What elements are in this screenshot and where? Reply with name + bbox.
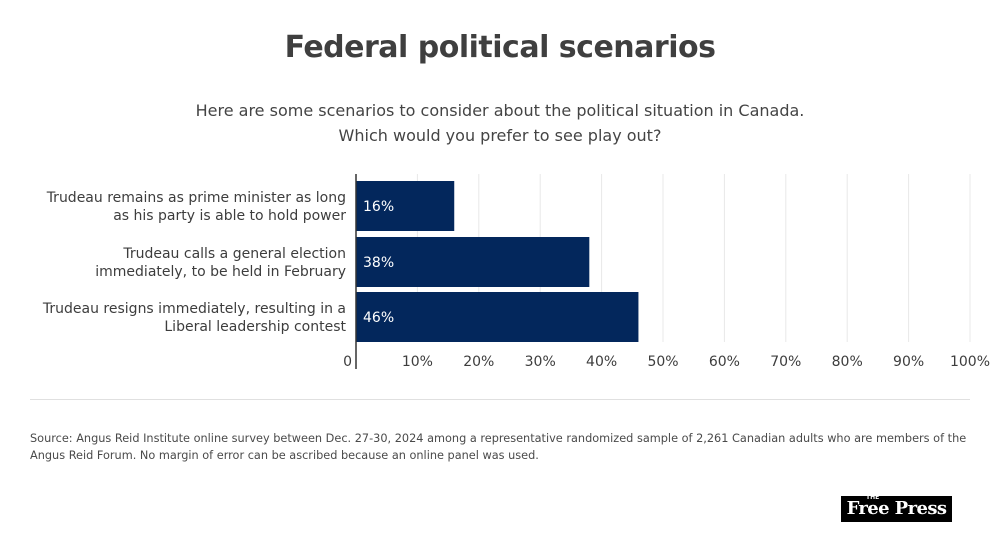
x-tick-label-60: 60% <box>709 354 740 370</box>
data-label-1: 16% <box>363 199 394 215</box>
category-label-1-line-1: Trudeau remains as prime minister as lon… <box>46 190 346 206</box>
x-tick-label-50: 50% <box>647 354 678 370</box>
logo-text: Free Press <box>846 498 947 519</box>
chart-subtitle: Here are some scenarios to consider abou… <box>0 98 1000 148</box>
footer-divider <box>30 399 970 400</box>
bar-3 <box>356 292 639 342</box>
free-press-logo: THE Free Press <box>841 494 952 522</box>
category-label-3-line-2: Liberal leadership contest <box>164 319 346 335</box>
x-tick-label-70: 70% <box>770 354 801 370</box>
x-tick-label-90: 90% <box>893 354 924 370</box>
category-label-2-line-1: Trudeau calls a general election <box>122 246 346 262</box>
x-tick-label-10: 10% <box>402 354 433 370</box>
x-tick-label-30: 30% <box>525 354 556 370</box>
data-label-3: 46% <box>363 310 394 326</box>
bar-1 <box>356 181 455 231</box>
x-tick-label-20: 20% <box>463 354 494 370</box>
x-tick-label-80: 80% <box>832 354 863 370</box>
x-tick-label-100: 100% <box>950 354 990 370</box>
category-label-3-line-1: Trudeau resigns immediately, resulting i… <box>42 301 346 317</box>
data-label-2: 38% <box>363 255 394 271</box>
category-label-2-line-2: immediately, to be held in February <box>95 264 346 280</box>
logo-small-text: THE <box>866 494 880 501</box>
category-label-1-line-2: as his party is able to hold power <box>113 208 346 224</box>
source-note: Source: Angus Reid Institute online surv… <box>30 432 967 462</box>
subtitle-line-1: Here are some scenarios to consider abou… <box>195 101 805 120</box>
bar-2 <box>356 237 590 287</box>
x-tick-label-40: 40% <box>586 354 617 370</box>
chart-title: Federal political scenarios <box>284 30 716 65</box>
x-tick-label-0: 0 <box>343 354 352 370</box>
subtitle-line-2: Which would you prefer to see play out? <box>338 126 662 145</box>
